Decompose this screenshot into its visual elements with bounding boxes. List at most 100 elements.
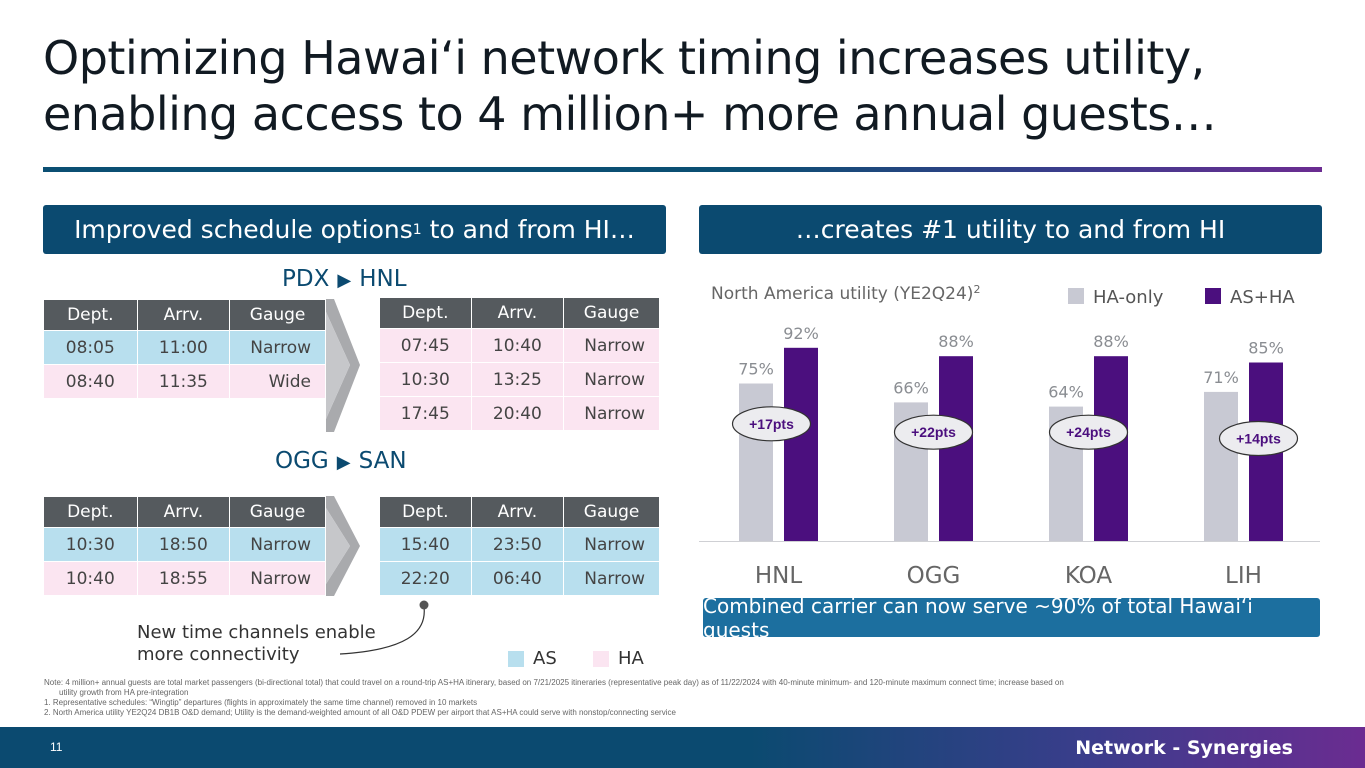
x-tick-label-hnl: HNL [755, 563, 803, 589]
delta-bubble-ogg [893, 414, 974, 450]
dept-cell: 07:45 [379, 328, 472, 363]
column-header-dept: Dept. [379, 496, 472, 528]
arrv-cell: 11:00 [136, 330, 231, 365]
data-label-ogg-ha-only: 66% [893, 378, 929, 397]
column-header-dept: Dept. [43, 299, 138, 331]
footnote-2: 2. North America utility YE2Q24 DB1B O&D… [44, 708, 676, 717]
data-label-koa-as-ha: 88% [1093, 332, 1129, 351]
table-row: 10:40 18:55 Narrow [43, 561, 326, 596]
route-title-pdx-hnl: PDX ▶ HNL [282, 266, 407, 292]
dept-cell: 10:40 [43, 561, 138, 596]
arrv-cell: 18:55 [136, 561, 231, 596]
column-header-gauge: Gauge [229, 299, 326, 331]
table-row: 10:30 13:25 Narrow [379, 362, 660, 397]
gauge-cell: Narrow [563, 328, 660, 363]
x-tick-label-lih: LIH [1225, 563, 1262, 589]
column-header-arrv: Arrv. [470, 297, 565, 329]
table-header-row: Dept. Arrv. Gauge [379, 297, 660, 329]
gauge-cell: Narrow [229, 527, 326, 562]
gauge-cell: Narrow [563, 362, 660, 397]
column-header-arrv: Arrv. [136, 299, 231, 331]
delta-label-lih: +14pts [1236, 431, 1281, 447]
column-header-arrv: Arrv. [470, 496, 565, 528]
delta-bubble-koa [1048, 414, 1129, 450]
section-label: Network - Synergies [1075, 737, 1293, 759]
data-label-hnl-ha-only: 75% [738, 360, 774, 379]
callout-connector-line [339, 600, 429, 655]
table-row: 08:05 11:00 Narrow [43, 330, 326, 365]
combined-carrier-banner: Combined carrier can now serve ~90% of t… [703, 594, 1320, 642]
legend-swatch-as [508, 651, 524, 667]
chevron-right-icon [326, 496, 360, 596]
arrv-cell: 20:40 [470, 396, 565, 431]
table-row: 10:30 18:50 Narrow [43, 527, 326, 562]
schedule-table-after-ogg-san: Dept. Arrv. Gauge 15:40 23:50 Narrow 22:… [379, 496, 660, 596]
utility-bar-chart: North America utility (YE2Q24)2 HA-only AS… [699, 283, 1320, 589]
schedule-table-after-pdx-hnl: Dept. Arrv. Gauge 07:45 10:40 Narrow 10:… [379, 297, 660, 431]
table-header-row: Dept. Arrv. Gauge [379, 496, 660, 528]
gauge-cell: Narrow [229, 561, 326, 596]
route-arrow-icon: ▶ [336, 452, 351, 473]
delta-bubble-hnl [731, 406, 812, 442]
title-line-1: Optimizing Hawai‘i network timing increa… [43, 31, 1205, 85]
gauge-cell: Narrow [563, 527, 660, 562]
footnotes: Note: 4 million+ annual guests are total… [44, 678, 1319, 718]
left-panel-banner: Improved schedule options 1 to and from H… [43, 205, 666, 254]
column-header-gauge: Gauge [563, 496, 660, 528]
left-banner-footnote: 1 [412, 221, 422, 238]
legend-swatch-as-ha [1205, 288, 1221, 304]
arrv-cell: 11:35 [136, 364, 231, 399]
table-row: 17:45 20:40 Narrow [379, 396, 660, 431]
x-tick-label-ogg: OGG [907, 563, 961, 589]
legend-label-as-ha: AS+HA [1230, 287, 1295, 308]
legend-label-ha: HA [618, 648, 644, 669]
right-panel-banner: …creates #1 utility to and from HI [699, 205, 1322, 254]
title-line-2: enabling access to 4 million+ more annua… [43, 87, 1217, 141]
column-header-dept: Dept. [43, 496, 138, 528]
data-label-ogg-as-ha: 88% [938, 332, 974, 351]
bar-lih-ha-only [1204, 391, 1238, 541]
footer-bar: 11 Network - Synergies [0, 727, 1365, 768]
delta-label-koa: +24pts [1066, 424, 1111, 440]
dept-cell: 22:20 [379, 561, 472, 596]
column-header-gauge: Gauge [229, 496, 326, 528]
legend-swatch-ha-only [1068, 288, 1084, 304]
table-row: 07:45 10:40 Narrow [379, 328, 660, 363]
column-header-gauge: Gauge [563, 297, 660, 329]
route-origin: OGG [275, 448, 329, 474]
chart-title-footnote: 2 [973, 283, 980, 296]
data-label-hnl-as-ha: 92% [783, 324, 819, 343]
table-header-row: Dept. Arrv. Gauge [43, 299, 326, 331]
route-arrow-icon: ▶ [337, 270, 352, 291]
title-divider [43, 167, 1322, 172]
column-header-dept: Dept. [379, 297, 472, 329]
legend-label-as: AS [533, 648, 557, 669]
left-banner-text: Improved schedule options [74, 215, 413, 244]
route-origin: PDX [282, 266, 330, 292]
callout-line-1: New time channels enable [137, 622, 376, 643]
data-label-lih-as-ha: 85% [1248, 339, 1284, 358]
combined-carrier-text: Combined carrier can now serve ~90% of t… [703, 593, 1253, 642]
footnote-1: 1. Representative schedules: “Wingtip” d… [44, 698, 478, 707]
dept-cell: 10:30 [379, 362, 472, 397]
table-row: 22:20 06:40 Narrow [379, 561, 660, 596]
callout-line-2: more connectivity [137, 644, 300, 665]
table-header-row: Dept. Arrv. Gauge [43, 496, 326, 528]
table-row: 08:40 11:35 Wide [43, 364, 326, 399]
arrv-cell: 23:50 [470, 527, 565, 562]
left-banner-suffix: to and from HI… [421, 215, 635, 244]
arrv-cell: 06:40 [470, 561, 565, 596]
dept-cell: 10:30 [43, 527, 138, 562]
column-header-arrv: Arrv. [136, 496, 231, 528]
dept-cell: 08:05 [43, 330, 138, 365]
slide-title: Optimizing Hawai‘i network timing increa… [43, 30, 1303, 142]
data-label-koa-ha-only: 64% [1048, 383, 1084, 402]
arrv-cell: 10:40 [470, 328, 565, 363]
dept-cell: 15:40 [379, 527, 472, 562]
x-tick-label-koa: KOA [1065, 563, 1113, 589]
gauge-cell: Narrow [563, 561, 660, 596]
dept-cell: 17:45 [379, 396, 472, 431]
route-destination: SAN [358, 448, 407, 474]
arrv-cell: 13:25 [470, 362, 565, 397]
gauge-cell: Narrow [563, 396, 660, 431]
